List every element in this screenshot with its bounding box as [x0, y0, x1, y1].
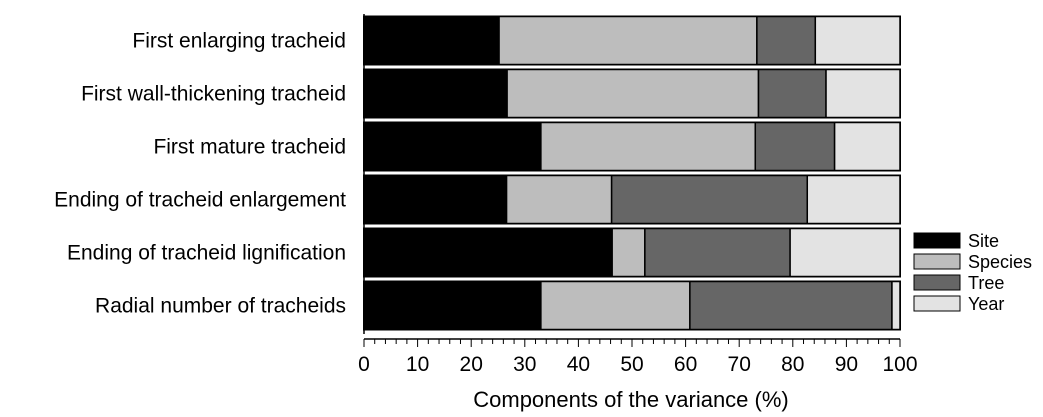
category-label: First mature tracheid — [153, 136, 346, 159]
x-tick-label: 80 — [781, 353, 804, 376]
x-tick-label: 40 — [567, 353, 590, 376]
category-label: First wall-thickening tracheid — [81, 83, 346, 106]
x-tick-label: 0 — [358, 353, 370, 376]
axes-layer: 0 10 20 30 40 50 60 70 80 90 100 — [358, 14, 918, 376]
category-labels: First enlarging tracheid First wall-thick… — [54, 30, 346, 318]
legend-swatch-tree — [913, 274, 961, 291]
bar-segment-species — [506, 68, 760, 119]
bar-segment-year — [814, 15, 901, 66]
bar-segment-year — [806, 174, 901, 225]
legend-label-species: Species — [968, 252, 1032, 272]
x-tick-label: 30 — [513, 353, 536, 376]
bar-segment-site — [363, 174, 508, 225]
x-tick-label: 70 — [728, 353, 751, 376]
bars-layer — [363, 15, 901, 331]
bar-segment-tree — [610, 174, 809, 225]
category-label: Ending of tracheid enlargement — [54, 189, 346, 212]
x-tick-label: 100 — [882, 353, 917, 376]
bar-segment-species — [498, 15, 758, 66]
bar-segment-year — [833, 121, 901, 172]
bar-segment-tree — [644, 227, 791, 278]
bar-segment-tree — [756, 15, 817, 66]
x-tick-label: 20 — [460, 353, 483, 376]
bar-segment-tree — [754, 121, 836, 172]
legend-swatch-year — [913, 295, 961, 312]
x-tick-label: 60 — [674, 353, 697, 376]
legend-swatch-site — [913, 232, 961, 249]
bar-segment-site — [363, 15, 500, 66]
x-tick-label: 50 — [620, 353, 643, 376]
bar-segment-species — [611, 227, 646, 278]
legend-label-site: Site — [968, 231, 999, 251]
bar-segment-species — [540, 121, 757, 172]
category-label: Ending of tracheid lignification — [67, 242, 346, 265]
bar-segment-year — [891, 280, 901, 331]
legend-label-tree: Tree — [968, 273, 1004, 293]
x-axis-title: Components of the variance (%) — [473, 387, 789, 412]
legend-swatch-species — [913, 253, 961, 270]
bar-segment-site — [363, 280, 542, 331]
bar-segment-species — [505, 174, 613, 225]
legend-label-year: Year — [968, 294, 1004, 314]
x-tick-label: 10 — [406, 353, 429, 376]
bar-segment-tree — [689, 280, 893, 331]
bar-segment-year — [789, 227, 901, 278]
bar-segment-site — [363, 227, 613, 278]
bar-segment-site — [363, 68, 508, 119]
bar-segment-site — [363, 121, 542, 172]
category-label: Radial number of tracheids — [95, 295, 346, 318]
category-label: First enlarging tracheid — [132, 30, 346, 53]
bar-segment-species — [540, 280, 691, 331]
x-tick-label: 90 — [835, 353, 858, 376]
bar-segment-year — [825, 68, 901, 119]
bar-segment-tree — [757, 68, 827, 119]
